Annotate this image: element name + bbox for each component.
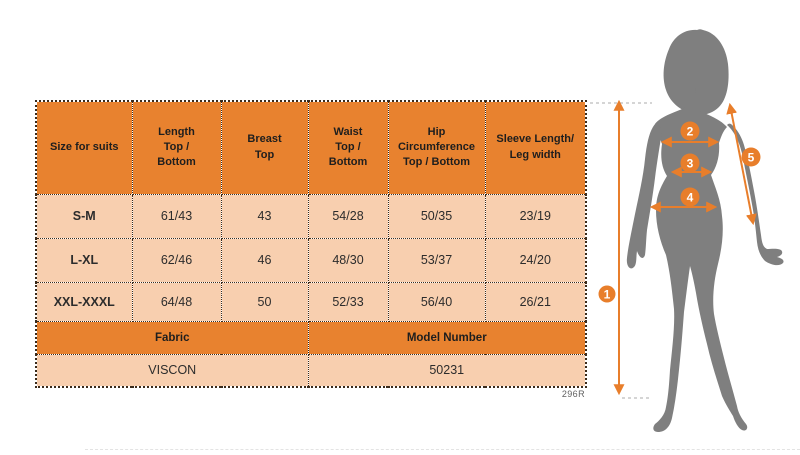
measurement-figure: 1 2 3 4 5 bbox=[585, 20, 800, 440]
silhouette-left-arm bbox=[626, 123, 662, 269]
marker-4-hip: 4 bbox=[680, 187, 700, 207]
value-cell: 43 bbox=[220, 193, 309, 239]
value-cell: 50/35 bbox=[387, 193, 486, 239]
marker-number: 3 bbox=[687, 156, 694, 170]
value-cell: 46 bbox=[220, 237, 309, 283]
table-row: L-XL 62/46 46 48/30 53/37 24/20 bbox=[35, 237, 587, 283]
header-row: Size for suits Length Top / Bottom Breas… bbox=[35, 100, 587, 195]
value-cell: 26/21 bbox=[484, 281, 587, 322]
marker-number: 1 bbox=[604, 287, 611, 301]
value-cell: 24/20 bbox=[484, 237, 587, 283]
silhouette-body bbox=[653, 88, 748, 432]
marker-5-sleeve: 5 bbox=[741, 147, 761, 167]
marker-1-height: 1 bbox=[598, 285, 616, 303]
header-breast: Breast Top bbox=[220, 100, 309, 195]
size-chart-table: Size for suits Length Top / Bottom Breas… bbox=[35, 100, 587, 388]
silhouette-right-arm bbox=[727, 123, 784, 266]
value-cell: 48/30 bbox=[307, 237, 389, 283]
fabric-value-row: VISCON 50231 bbox=[35, 353, 587, 388]
page-bottom-dashed-edge bbox=[85, 449, 800, 450]
marker-3-waist: 3 bbox=[680, 153, 700, 173]
header-sleeve: Sleeve Length/ Leg width bbox=[484, 100, 587, 195]
value-cell: 52/33 bbox=[307, 281, 389, 322]
marker-circle bbox=[598, 285, 616, 303]
table-row: S-M 61/43 43 54/28 50/35 23/19 bbox=[35, 193, 587, 239]
fabric-value: VISCON bbox=[35, 353, 309, 388]
value-cell: 56/40 bbox=[387, 281, 486, 322]
value-cell: 50 bbox=[220, 281, 309, 322]
marker-circle bbox=[741, 147, 761, 167]
size-cell: L-XL bbox=[35, 237, 133, 283]
header-waist: Waist Top / Bottom bbox=[307, 100, 389, 195]
sleeve-arrow bbox=[726, 102, 757, 226]
value-cell: 54/28 bbox=[307, 193, 389, 239]
header-length: Length Top / Bottom bbox=[131, 100, 222, 195]
reference-code: 296R bbox=[561, 389, 585, 399]
value-cell: 62/46 bbox=[131, 237, 222, 283]
model-number-value: 50231 bbox=[307, 353, 587, 388]
marker-2-bust: 2 bbox=[680, 121, 700, 141]
value-cell: 64/48 bbox=[131, 281, 222, 322]
header-hip: Hip Circumference Top / Bottom bbox=[387, 100, 486, 195]
model-number-label: Model Number bbox=[307, 320, 587, 355]
value-cell: 61/43 bbox=[131, 193, 222, 239]
value-cell: 23/19 bbox=[484, 193, 587, 239]
header-size: Size for suits bbox=[35, 100, 133, 195]
marker-number: 5 bbox=[748, 150, 755, 164]
fabric-header-row: Fabric Model Number bbox=[35, 320, 587, 355]
table-row: XXL-XXXL 64/48 50 52/33 56/40 26/21 bbox=[35, 281, 587, 322]
value-cell: 53/37 bbox=[387, 237, 486, 283]
marker-circle bbox=[680, 153, 700, 173]
size-cell: XXL-XXXL bbox=[35, 281, 133, 322]
woman-silhouette bbox=[626, 29, 784, 432]
marker-number: 2 bbox=[687, 124, 694, 138]
marker-number: 4 bbox=[687, 190, 694, 204]
marker-circle bbox=[680, 121, 700, 141]
size-cell: S-M bbox=[35, 193, 133, 239]
marker-circle bbox=[680, 187, 700, 207]
fabric-label: Fabric bbox=[35, 320, 309, 355]
silhouette-hair bbox=[663, 29, 729, 115]
